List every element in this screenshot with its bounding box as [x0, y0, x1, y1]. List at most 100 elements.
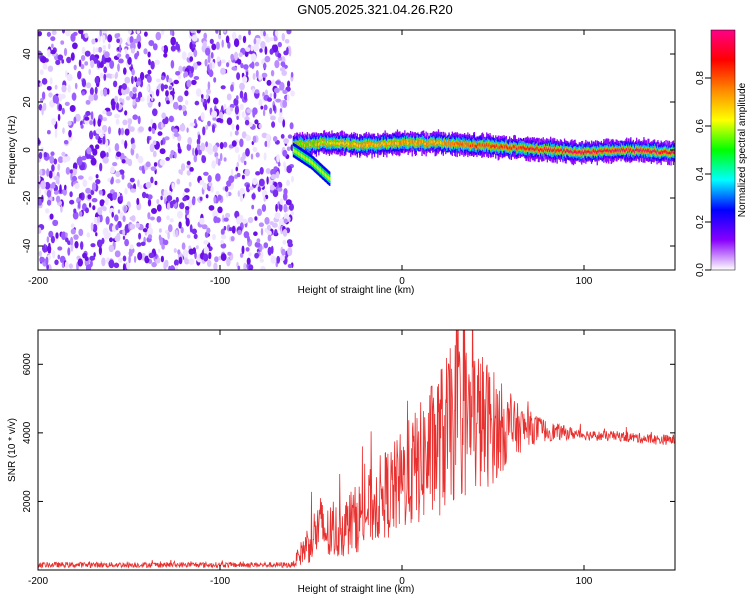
noise-speckle [176, 178, 181, 185]
signal-cell [413, 140, 415, 143]
signal-cell [303, 144, 305, 147]
signal-cell [624, 150, 626, 153]
signal-cell [448, 140, 450, 144]
noise-speckle [54, 259, 59, 266]
signal-cell [542, 148, 544, 151]
signal-cell [449, 143, 451, 146]
branch-cell [306, 157, 308, 161]
signal-cell [628, 150, 630, 153]
noise-speckle [40, 98, 44, 102]
signal-cell [393, 142, 395, 145]
noise-speckle [154, 59, 160, 65]
noise-speckle [204, 104, 207, 111]
branch-cell [315, 164, 317, 168]
noise-speckle [157, 131, 163, 136]
noise-speckle [207, 148, 214, 155]
noise-speckle [39, 82, 43, 87]
signal-cell [581, 151, 583, 155]
signal-cell [604, 149, 607, 152]
signal-cell [381, 142, 383, 145]
signal-cell [574, 150, 576, 153]
noise-speckle [279, 198, 284, 205]
signal-cell [627, 150, 629, 153]
noise-speckle [267, 234, 272, 242]
noise-speckle [145, 181, 152, 189]
branch-cell [298, 152, 300, 156]
signal-cell [337, 142, 340, 145]
noise-speckle [141, 165, 145, 174]
noise-speckle [88, 68, 91, 75]
signal-cell [392, 141, 394, 144]
signal-cell [305, 141, 307, 145]
noise-speckle [243, 231, 250, 239]
signal-cell [581, 150, 584, 153]
noise-speckle [84, 116, 90, 121]
branch-cell [320, 168, 322, 173]
noise-speckle [205, 94, 209, 100]
noise-speckle [52, 219, 59, 227]
signal-cell [561, 149, 563, 152]
signal-cell [436, 142, 438, 145]
signal-cell [597, 149, 599, 152]
x-tick-label: -200 [28, 276, 48, 287]
noise-speckle [62, 127, 65, 134]
noise-speckle [144, 31, 148, 37]
signal-cell [464, 142, 466, 146]
signal-cell [341, 141, 344, 145]
signal-cell [621, 147, 623, 151]
noise-speckle [213, 196, 217, 204]
signal-cell [631, 150, 633, 153]
noise-speckle [255, 70, 259, 78]
noise-speckle [181, 242, 186, 250]
noise-speckle [275, 30, 279, 37]
noise-speckle [52, 250, 56, 259]
branch-cell [321, 170, 324, 174]
noise-speckle [236, 95, 239, 101]
noise-speckle [126, 261, 131, 270]
noise-speckle [108, 43, 111, 50]
noise-speckle [50, 151, 55, 156]
noise-speckle [38, 104, 43, 111]
noise-speckle [57, 156, 64, 164]
noise-speckle [276, 154, 280, 163]
noise-speckle [121, 83, 127, 90]
noise-speckle [223, 157, 227, 162]
x-tick-label: -100 [210, 576, 230, 587]
noise-speckle [243, 64, 249, 70]
noise-speckle [95, 134, 99, 140]
signal-cell [486, 144, 489, 147]
noise-speckle [122, 229, 126, 236]
noise-speckle [77, 201, 81, 209]
noise-speckle [113, 262, 120, 269]
signal-cell [350, 144, 352, 147]
noise-speckle [137, 179, 140, 188]
x-tick-label: 100 [576, 276, 593, 287]
noise-speckle [103, 73, 107, 81]
noise-speckle [224, 185, 229, 192]
signal-cell [343, 142, 345, 146]
signal-cell [342, 141, 345, 145]
noise-speckle [54, 129, 58, 139]
y-tick-label: -20 [22, 190, 33, 205]
noise-speckle [244, 168, 250, 177]
signal-cell [450, 143, 452, 146]
noise-speckle [152, 108, 158, 117]
noise-speckle [41, 106, 44, 116]
noise-speckle [171, 182, 175, 190]
noise-speckle [69, 105, 76, 112]
branch-cell [322, 171, 324, 175]
branch-cell [297, 151, 300, 156]
noise-speckle [129, 177, 135, 183]
signal-cell [356, 144, 358, 147]
signal-cell [513, 144, 515, 148]
signal-cell [650, 151, 652, 154]
signal-cell [336, 142, 338, 145]
noise-speckle [61, 231, 67, 240]
colorbar-scale [710, 29, 736, 271]
noise-speckle [65, 232, 68, 238]
noise-speckle [137, 252, 143, 261]
noise-speckle [264, 46, 268, 55]
signal-cell [523, 147, 526, 151]
signal-cell [324, 141, 326, 144]
noise-speckle [231, 225, 236, 234]
